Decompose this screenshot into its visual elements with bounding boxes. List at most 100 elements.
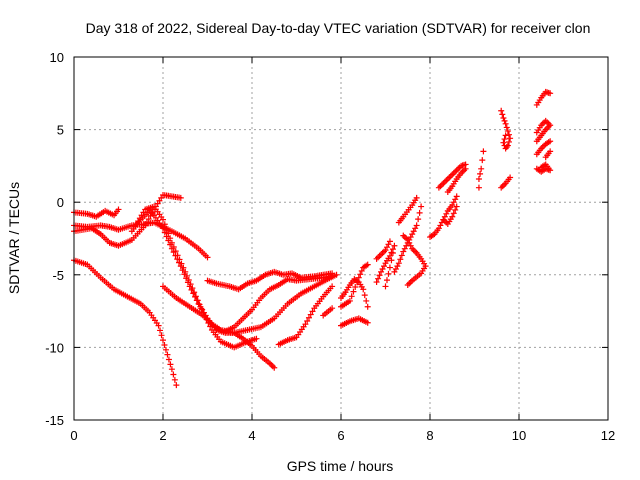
data-point-marker bbox=[542, 154, 549, 161]
data-point-marker bbox=[307, 311, 314, 318]
data-point-marker bbox=[500, 114, 507, 121]
data-point-marker bbox=[361, 292, 368, 299]
y-axis-label: SDTVAR / TECUs bbox=[6, 182, 22, 294]
data-point-marker bbox=[164, 351, 171, 358]
series-arc-6 bbox=[133, 203, 260, 351]
data-point-marker bbox=[375, 275, 382, 282]
x-tick-label: 2 bbox=[159, 428, 166, 443]
data-point-marker bbox=[357, 271, 364, 278]
data-point-marker bbox=[172, 248, 179, 255]
data-point-marker bbox=[400, 232, 407, 239]
data-point-marker bbox=[475, 175, 482, 182]
data-point-marker bbox=[501, 117, 508, 124]
data-point-marker bbox=[418, 203, 425, 210]
data-point-marker bbox=[180, 264, 187, 271]
data-point-marker bbox=[194, 297, 201, 304]
data-point-marker bbox=[302, 321, 309, 328]
data-point-marker bbox=[170, 371, 177, 378]
data-point-marker bbox=[178, 260, 185, 267]
series-arc-24 bbox=[498, 174, 514, 191]
data-point-marker bbox=[177, 194, 184, 201]
data-point-marker bbox=[416, 209, 423, 216]
data-point-marker bbox=[453, 203, 460, 210]
series-arc-22 bbox=[444, 165, 469, 196]
data-point-marker bbox=[354, 279, 361, 286]
data-point-marker bbox=[504, 128, 511, 135]
data-point-marker bbox=[176, 256, 183, 263]
data-point-marker bbox=[502, 132, 509, 139]
data-point-marker bbox=[358, 267, 365, 274]
x-tick-label: 12 bbox=[601, 428, 615, 443]
data-point-marker bbox=[386, 238, 393, 245]
data-point-marker bbox=[196, 301, 203, 308]
data-point-marker bbox=[185, 277, 192, 284]
data-point-marker bbox=[397, 256, 404, 263]
chart-title: Day 318 of 2022, Sidereal Day-to-day VTE… bbox=[86, 20, 591, 36]
data-point-marker bbox=[386, 264, 393, 271]
data-point-marker bbox=[352, 283, 359, 290]
data-point-marker bbox=[165, 356, 172, 363]
series-arc-11 bbox=[320, 305, 336, 319]
data-point-marker bbox=[386, 252, 393, 259]
data-point-marker bbox=[338, 295, 344, 302]
data-point-marker bbox=[189, 285, 196, 292]
data-point-marker bbox=[364, 319, 371, 326]
data-point-marker bbox=[192, 293, 199, 300]
data-point-marker bbox=[173, 382, 180, 389]
data-point-marker bbox=[355, 274, 362, 281]
series-arc-7 bbox=[160, 283, 278, 371]
data-point-marker bbox=[385, 270, 392, 277]
data-point-marker bbox=[155, 322, 162, 329]
data-point-marker bbox=[415, 216, 422, 223]
y-tick-label: 5 bbox=[57, 123, 64, 138]
data-point-marker bbox=[157, 327, 164, 334]
y-tick-label: -5 bbox=[52, 268, 64, 283]
series-arc-14 bbox=[373, 242, 398, 290]
data-point-marker bbox=[398, 252, 405, 259]
data-point-marker bbox=[500, 139, 507, 146]
data-point-marker bbox=[363, 297, 370, 304]
data-point-marker bbox=[329, 283, 336, 290]
series-arc-20 bbox=[440, 203, 460, 227]
data-point-marker bbox=[480, 148, 487, 155]
data-point-marker bbox=[158, 332, 165, 339]
data-point-marker bbox=[373, 279, 380, 286]
data-point-marker bbox=[182, 268, 189, 275]
data-point-marker bbox=[174, 252, 181, 259]
y-tick-label: 0 bbox=[57, 195, 64, 210]
data-point-marker bbox=[498, 107, 505, 114]
data-point-marker bbox=[505, 138, 512, 145]
data-point-marker bbox=[309, 308, 316, 315]
y-tick-labels: -15 -10 -5 0 5 10 bbox=[45, 50, 64, 428]
data-point-marker bbox=[413, 222, 420, 229]
data-point-marker bbox=[395, 260, 402, 267]
data-point-marker bbox=[187, 281, 194, 288]
x-tick-label: 4 bbox=[248, 428, 255, 443]
plot-frame bbox=[73, 56, 609, 421]
data-point-marker bbox=[502, 145, 509, 152]
series-layer bbox=[71, 88, 554, 389]
data-point-marker bbox=[198, 305, 205, 312]
x-tick-labels: 0 2 4 6 8 10 12 bbox=[70, 428, 615, 443]
data-point-marker bbox=[304, 317, 311, 324]
data-point-marker bbox=[364, 261, 371, 268]
data-point-marker bbox=[533, 129, 540, 136]
series-arc-28 bbox=[533, 117, 554, 145]
data-point-marker bbox=[452, 206, 459, 213]
data-point-marker bbox=[329, 273, 336, 280]
data-point-marker bbox=[503, 124, 510, 131]
data-point-marker bbox=[160, 337, 166, 344]
x-tick-label: 10 bbox=[512, 428, 526, 443]
data-point-marker bbox=[163, 225, 170, 232]
data-point-marker bbox=[478, 165, 485, 172]
data-point-marker bbox=[115, 206, 122, 213]
data-point-marker bbox=[161, 341, 168, 348]
data-point-marker bbox=[413, 194, 420, 201]
data-point-marker bbox=[547, 138, 554, 145]
series-arc-18 bbox=[400, 232, 429, 288]
data-point-marker bbox=[499, 111, 506, 118]
data-point-marker bbox=[184, 272, 191, 279]
x-tick-label: 0 bbox=[70, 428, 77, 443]
